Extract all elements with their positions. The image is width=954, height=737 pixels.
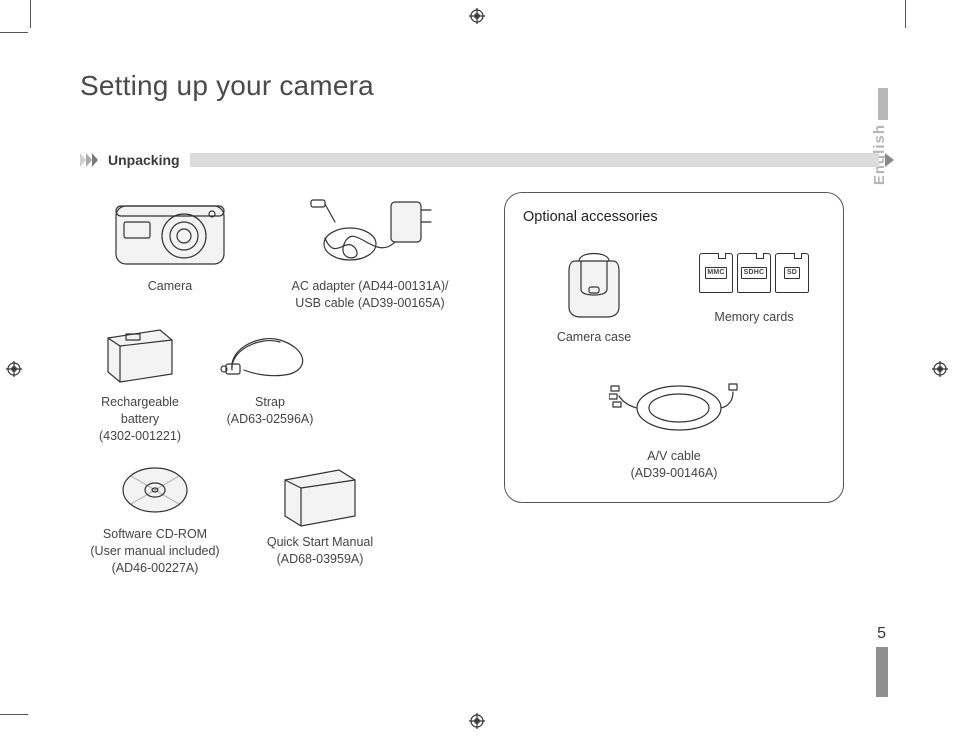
registration-mark-icon	[469, 8, 485, 24]
item-ac-adapter: AC adapter (AD44-00131A)/ USB cable (AD3…	[270, 192, 470, 312]
item-label: Camera case	[524, 329, 664, 346]
camera-icon	[110, 192, 230, 272]
battery-icon	[100, 318, 180, 388]
item-label: (AD63-02596A)	[210, 411, 330, 428]
registration-mark-icon	[6, 361, 22, 377]
chevron-icon	[80, 153, 100, 167]
card-mmc: MMC	[699, 253, 733, 293]
item-label: Strap	[210, 394, 330, 411]
ac-adapter-icon	[305, 192, 435, 272]
item-camera: Camera	[80, 192, 260, 312]
content-columns: Camera	[80, 192, 894, 577]
crop-mark	[16, 24, 46, 54]
strap-icon	[220, 318, 320, 388]
item-label: (AD46-00227A)	[80, 560, 230, 577]
optional-accessories: Optional accessories	[504, 192, 894, 577]
item-label: Quick Start Manual	[240, 534, 400, 551]
av-cable-icon	[609, 362, 739, 442]
optional-title: Optional accessories	[523, 209, 825, 225]
card-sd: SD	[775, 253, 809, 293]
item-battery: Rechargeable battery (4302-001221)	[80, 318, 200, 445]
item-label: Software CD-ROM	[80, 526, 230, 543]
cd-icon	[115, 450, 195, 520]
item-label: (AD68-03959A)	[240, 551, 400, 568]
item-label: Memory cards	[684, 309, 824, 326]
item-av-cable: A/V cable (AD39-00146A)	[599, 362, 749, 482]
crop-mark	[886, 693, 916, 723]
item-label: Camera	[80, 278, 260, 295]
card-sdhc: SDHC	[737, 253, 771, 293]
manual-icon	[275, 458, 365, 528]
item-memory-cards: MMC SDHC SD Memory cards	[684, 243, 824, 346]
item-label: (User manual included)	[80, 543, 230, 560]
item-strap: Strap (AD63-02596A)	[210, 318, 330, 445]
registration-mark-icon	[469, 713, 485, 729]
item-label: AC adapter (AD44-00131A)/	[270, 278, 470, 295]
optional-box: Optional accessories	[504, 192, 844, 503]
memory-cards-icon: MMC SDHC SD	[689, 243, 819, 303]
item-label: USB cable (AD39-00165A)	[270, 295, 470, 312]
included-items: Camera	[80, 192, 480, 577]
item-cd-rom: Software CD-ROM (User manual included) (…	[80, 450, 230, 577]
section-bar	[190, 153, 879, 167]
continue-arrow-icon	[885, 153, 894, 167]
item-camera-case: Camera case	[524, 243, 664, 346]
camera-case-icon	[559, 243, 629, 323]
page-content: Setting up your camera Unpacking	[80, 70, 894, 697]
item-label: (4302-001221)	[80, 428, 200, 445]
item-label: A/V cable	[599, 448, 749, 465]
registration-mark-icon	[932, 361, 948, 377]
item-label: Rechargeable	[80, 394, 200, 411]
item-label: battery	[80, 411, 200, 428]
item-quick-start-manual: Quick Start Manual (AD68-03959A)	[240, 458, 400, 577]
crop-mark	[886, 24, 916, 54]
section-label: Unpacking	[104, 148, 190, 172]
print-sheet: English 5 Setting up your camera Unpacki…	[0, 0, 954, 737]
page-title: Setting up your camera	[80, 70, 894, 102]
crop-mark	[16, 693, 46, 723]
section-heading: Unpacking	[80, 148, 894, 172]
item-label: (AD39-00146A)	[599, 465, 749, 482]
